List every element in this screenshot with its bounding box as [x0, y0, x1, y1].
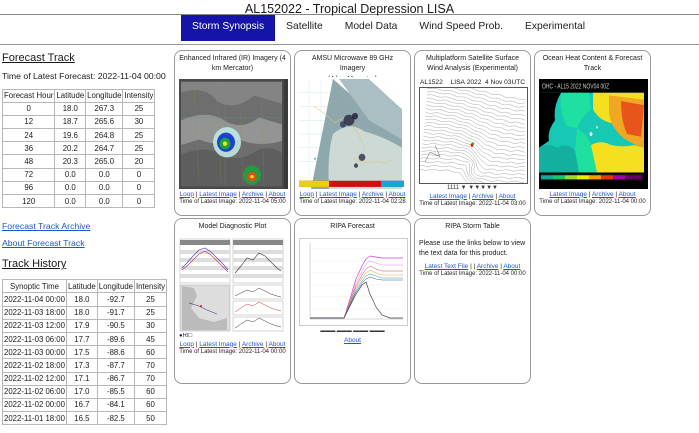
svg-text:OHC - AL15 2022 NOV04 00Z: OHC - AL15 2022 NOV04 00Z: [542, 84, 609, 91]
